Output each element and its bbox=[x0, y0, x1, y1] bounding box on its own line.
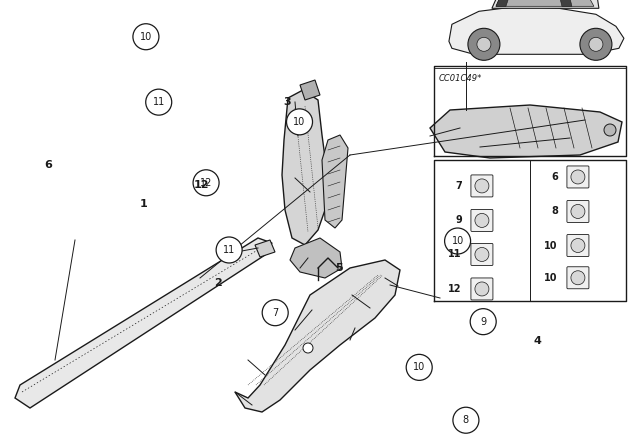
Circle shape bbox=[571, 271, 585, 285]
Polygon shape bbox=[300, 80, 320, 100]
Circle shape bbox=[477, 37, 491, 52]
Circle shape bbox=[453, 407, 479, 433]
Text: 12: 12 bbox=[449, 284, 462, 294]
Polygon shape bbox=[449, 6, 624, 54]
Polygon shape bbox=[496, 0, 594, 6]
Text: 7: 7 bbox=[455, 181, 462, 191]
Text: 5: 5 bbox=[335, 263, 343, 273]
Polygon shape bbox=[496, 0, 514, 6]
Circle shape bbox=[604, 124, 616, 136]
Polygon shape bbox=[15, 238, 272, 408]
Circle shape bbox=[406, 354, 432, 380]
Text: 11: 11 bbox=[449, 250, 462, 259]
Text: 10: 10 bbox=[293, 117, 306, 127]
Circle shape bbox=[445, 228, 470, 254]
Text: 10: 10 bbox=[545, 241, 558, 250]
Polygon shape bbox=[430, 105, 622, 158]
Text: 10: 10 bbox=[545, 273, 558, 283]
Circle shape bbox=[571, 170, 585, 184]
Polygon shape bbox=[492, 0, 599, 9]
Circle shape bbox=[133, 24, 159, 50]
FancyBboxPatch shape bbox=[567, 234, 589, 257]
Circle shape bbox=[303, 343, 313, 353]
Text: 7: 7 bbox=[272, 308, 278, 318]
Circle shape bbox=[580, 28, 612, 60]
Text: 11: 11 bbox=[152, 97, 165, 107]
Circle shape bbox=[468, 28, 500, 60]
Text: 8: 8 bbox=[551, 207, 558, 216]
Text: 9: 9 bbox=[480, 317, 486, 327]
Polygon shape bbox=[290, 238, 342, 278]
Circle shape bbox=[287, 109, 312, 135]
Circle shape bbox=[475, 282, 489, 296]
FancyBboxPatch shape bbox=[471, 175, 493, 197]
Text: CC01C49*: CC01C49* bbox=[439, 74, 483, 83]
Text: 4: 4 bbox=[534, 336, 541, 346]
Text: 6: 6 bbox=[44, 160, 52, 170]
Text: 12: 12 bbox=[194, 180, 209, 190]
Polygon shape bbox=[235, 260, 400, 412]
Circle shape bbox=[475, 247, 489, 262]
FancyBboxPatch shape bbox=[471, 278, 493, 300]
Circle shape bbox=[571, 204, 585, 219]
Text: 9: 9 bbox=[455, 215, 462, 225]
Text: 1: 1 bbox=[140, 199, 148, 209]
Circle shape bbox=[193, 170, 219, 196]
Text: 11: 11 bbox=[223, 245, 236, 255]
Text: 12: 12 bbox=[200, 178, 212, 188]
Circle shape bbox=[475, 213, 489, 228]
Circle shape bbox=[470, 309, 496, 335]
FancyBboxPatch shape bbox=[567, 166, 589, 188]
Text: 2: 2 bbox=[214, 278, 221, 288]
Polygon shape bbox=[554, 0, 572, 6]
Circle shape bbox=[571, 238, 585, 253]
FancyBboxPatch shape bbox=[471, 243, 493, 266]
Circle shape bbox=[216, 237, 242, 263]
Polygon shape bbox=[322, 135, 348, 228]
Polygon shape bbox=[255, 240, 275, 257]
Text: 10: 10 bbox=[451, 236, 464, 246]
Circle shape bbox=[146, 89, 172, 115]
FancyBboxPatch shape bbox=[471, 209, 493, 232]
Circle shape bbox=[589, 37, 603, 52]
Circle shape bbox=[475, 179, 489, 193]
Text: 10: 10 bbox=[413, 362, 426, 372]
Text: 3: 3 bbox=[283, 97, 291, 107]
Circle shape bbox=[262, 300, 288, 326]
Text: 6: 6 bbox=[551, 172, 558, 182]
FancyBboxPatch shape bbox=[567, 267, 589, 289]
Text: 10: 10 bbox=[140, 32, 152, 42]
Text: 8: 8 bbox=[463, 415, 469, 425]
FancyBboxPatch shape bbox=[567, 200, 589, 223]
Polygon shape bbox=[282, 90, 328, 245]
